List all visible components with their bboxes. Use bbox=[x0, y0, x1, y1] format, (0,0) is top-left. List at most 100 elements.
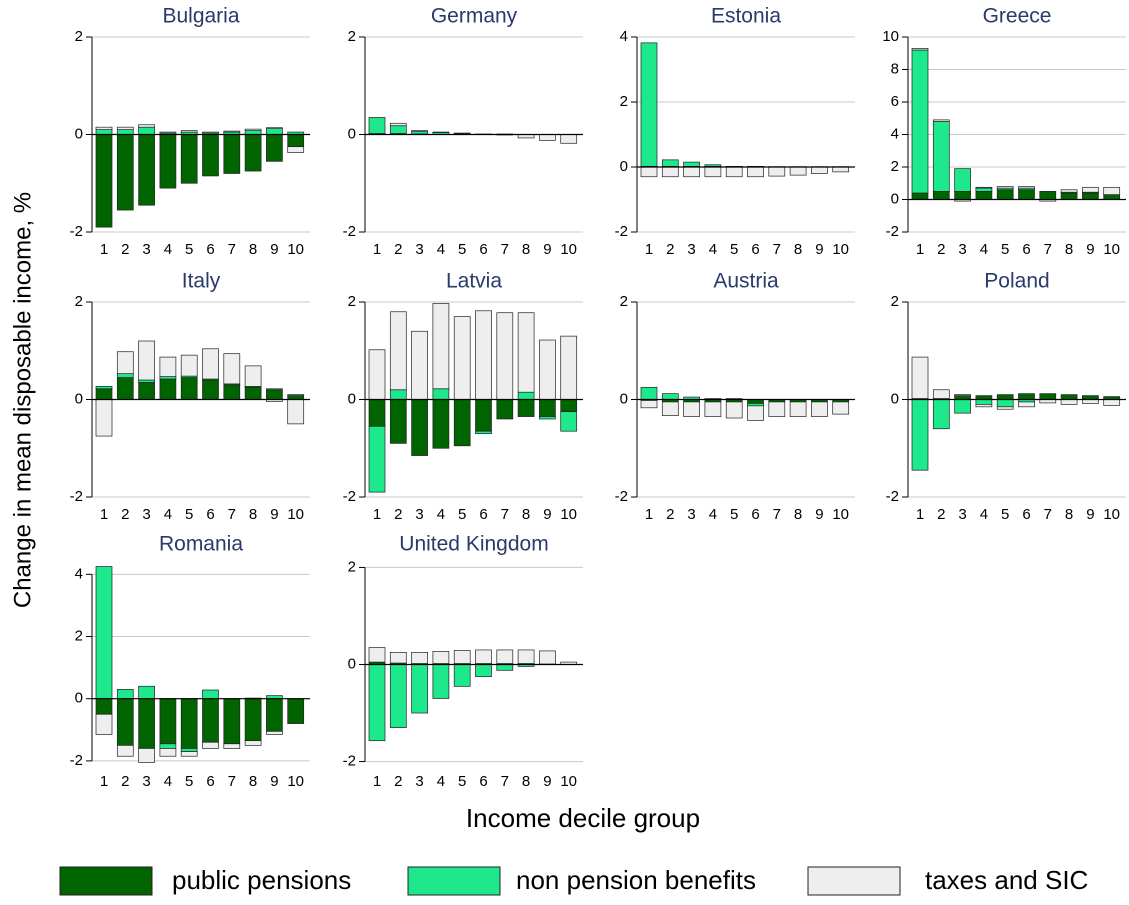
bar bbox=[912, 357, 928, 398]
x-tick-label: 5 bbox=[458, 773, 466, 790]
bar bbox=[266, 135, 282, 162]
bar bbox=[224, 744, 240, 749]
bar bbox=[539, 135, 555, 141]
bar bbox=[139, 125, 155, 127]
bar bbox=[224, 354, 240, 384]
x-tick-label: 6 bbox=[751, 241, 759, 258]
y-tick-label: 2 bbox=[348, 293, 356, 310]
x-tick-label: 6 bbox=[479, 773, 487, 790]
bar bbox=[96, 127, 112, 129]
bar bbox=[203, 349, 219, 379]
x-axis-label: Income decile group bbox=[466, 803, 700, 833]
bar bbox=[684, 162, 700, 166]
bar bbox=[203, 132, 219, 133]
bar bbox=[203, 380, 219, 400]
bar bbox=[955, 395, 971, 396]
bar bbox=[390, 390, 406, 400]
x-tick-label: 8 bbox=[1065, 506, 1073, 523]
x-tick-label: 10 bbox=[832, 506, 849, 523]
bar bbox=[288, 395, 304, 396]
x-tick-label: 10 bbox=[287, 773, 304, 790]
x-tick-label: 1 bbox=[645, 241, 653, 258]
bar bbox=[561, 336, 577, 399]
bar bbox=[266, 699, 282, 732]
bar bbox=[288, 135, 304, 147]
bar bbox=[117, 127, 133, 129]
x-tick-label: 7 bbox=[1044, 506, 1052, 523]
bar bbox=[96, 400, 112, 437]
bar bbox=[476, 400, 492, 432]
bar bbox=[412, 331, 428, 399]
y-tick-label: -2 bbox=[343, 753, 356, 770]
bar bbox=[684, 402, 700, 417]
x-tick-label: 4 bbox=[164, 773, 172, 790]
x-tick-label: 1 bbox=[916, 506, 924, 523]
bar bbox=[390, 400, 406, 444]
bar bbox=[288, 699, 304, 724]
bar bbox=[1019, 402, 1035, 407]
bar bbox=[390, 665, 406, 728]
bar bbox=[390, 126, 406, 134]
bar bbox=[245, 387, 261, 399]
bar bbox=[1019, 190, 1035, 200]
x-tick-label: 1 bbox=[645, 506, 653, 523]
x-tick-label: 10 bbox=[560, 773, 577, 790]
x-tick-label: 9 bbox=[270, 241, 278, 258]
y-tick-label: -2 bbox=[886, 488, 899, 505]
bar bbox=[160, 699, 176, 744]
bar bbox=[1061, 190, 1077, 192]
bar bbox=[369, 426, 385, 492]
x-tick-label: 3 bbox=[415, 773, 423, 790]
bar bbox=[1019, 394, 1035, 400]
x-tick-label: 9 bbox=[270, 506, 278, 523]
bar bbox=[1082, 187, 1098, 192]
bar bbox=[117, 699, 133, 746]
bar bbox=[160, 744, 176, 749]
bar bbox=[476, 431, 492, 433]
y-tick-label: 0 bbox=[891, 190, 899, 207]
legend-label: taxes and SIC bbox=[925, 865, 1088, 895]
bar bbox=[705, 167, 721, 177]
bar bbox=[641, 167, 657, 177]
bar bbox=[139, 699, 155, 749]
x-tick-label: 5 bbox=[730, 506, 738, 523]
bar bbox=[160, 135, 176, 189]
y-tick-label: 2 bbox=[620, 293, 628, 310]
bar bbox=[203, 690, 219, 699]
y-tick-label: 0 bbox=[348, 655, 356, 672]
panel-title: Poland bbox=[984, 270, 1049, 293]
x-tick-label: 3 bbox=[415, 241, 423, 258]
bar bbox=[1082, 193, 1098, 200]
bar bbox=[955, 191, 971, 199]
bar bbox=[769, 402, 785, 417]
x-tick-label: 4 bbox=[164, 506, 172, 523]
x-tick-label: 4 bbox=[437, 506, 445, 523]
bar bbox=[833, 167, 849, 172]
bar bbox=[160, 377, 176, 379]
x-tick-label: 5 bbox=[1001, 241, 1009, 258]
x-tick-label: 10 bbox=[560, 506, 577, 523]
bar bbox=[833, 402, 849, 414]
x-tick-label: 9 bbox=[1086, 506, 1094, 523]
bar bbox=[997, 187, 1013, 189]
bar bbox=[139, 380, 155, 382]
bar bbox=[433, 389, 449, 400]
bar bbox=[811, 167, 827, 174]
bar bbox=[160, 357, 176, 377]
x-tick-label: 3 bbox=[415, 506, 423, 523]
y-tick-label: 0 bbox=[75, 690, 83, 707]
y-tick-label: -2 bbox=[343, 488, 356, 505]
x-tick-label: 7 bbox=[501, 506, 509, 523]
bar bbox=[476, 650, 492, 664]
bar bbox=[539, 400, 555, 417]
bar bbox=[160, 379, 176, 399]
bar bbox=[662, 167, 678, 177]
y-tick-label: 4 bbox=[891, 125, 899, 142]
bar bbox=[518, 400, 534, 417]
bar bbox=[454, 665, 470, 687]
bar bbox=[641, 400, 657, 407]
x-tick-label: 2 bbox=[937, 241, 945, 258]
x-tick-label: 8 bbox=[249, 506, 257, 523]
panel-title: Estonia bbox=[711, 5, 781, 28]
bar bbox=[662, 402, 678, 416]
